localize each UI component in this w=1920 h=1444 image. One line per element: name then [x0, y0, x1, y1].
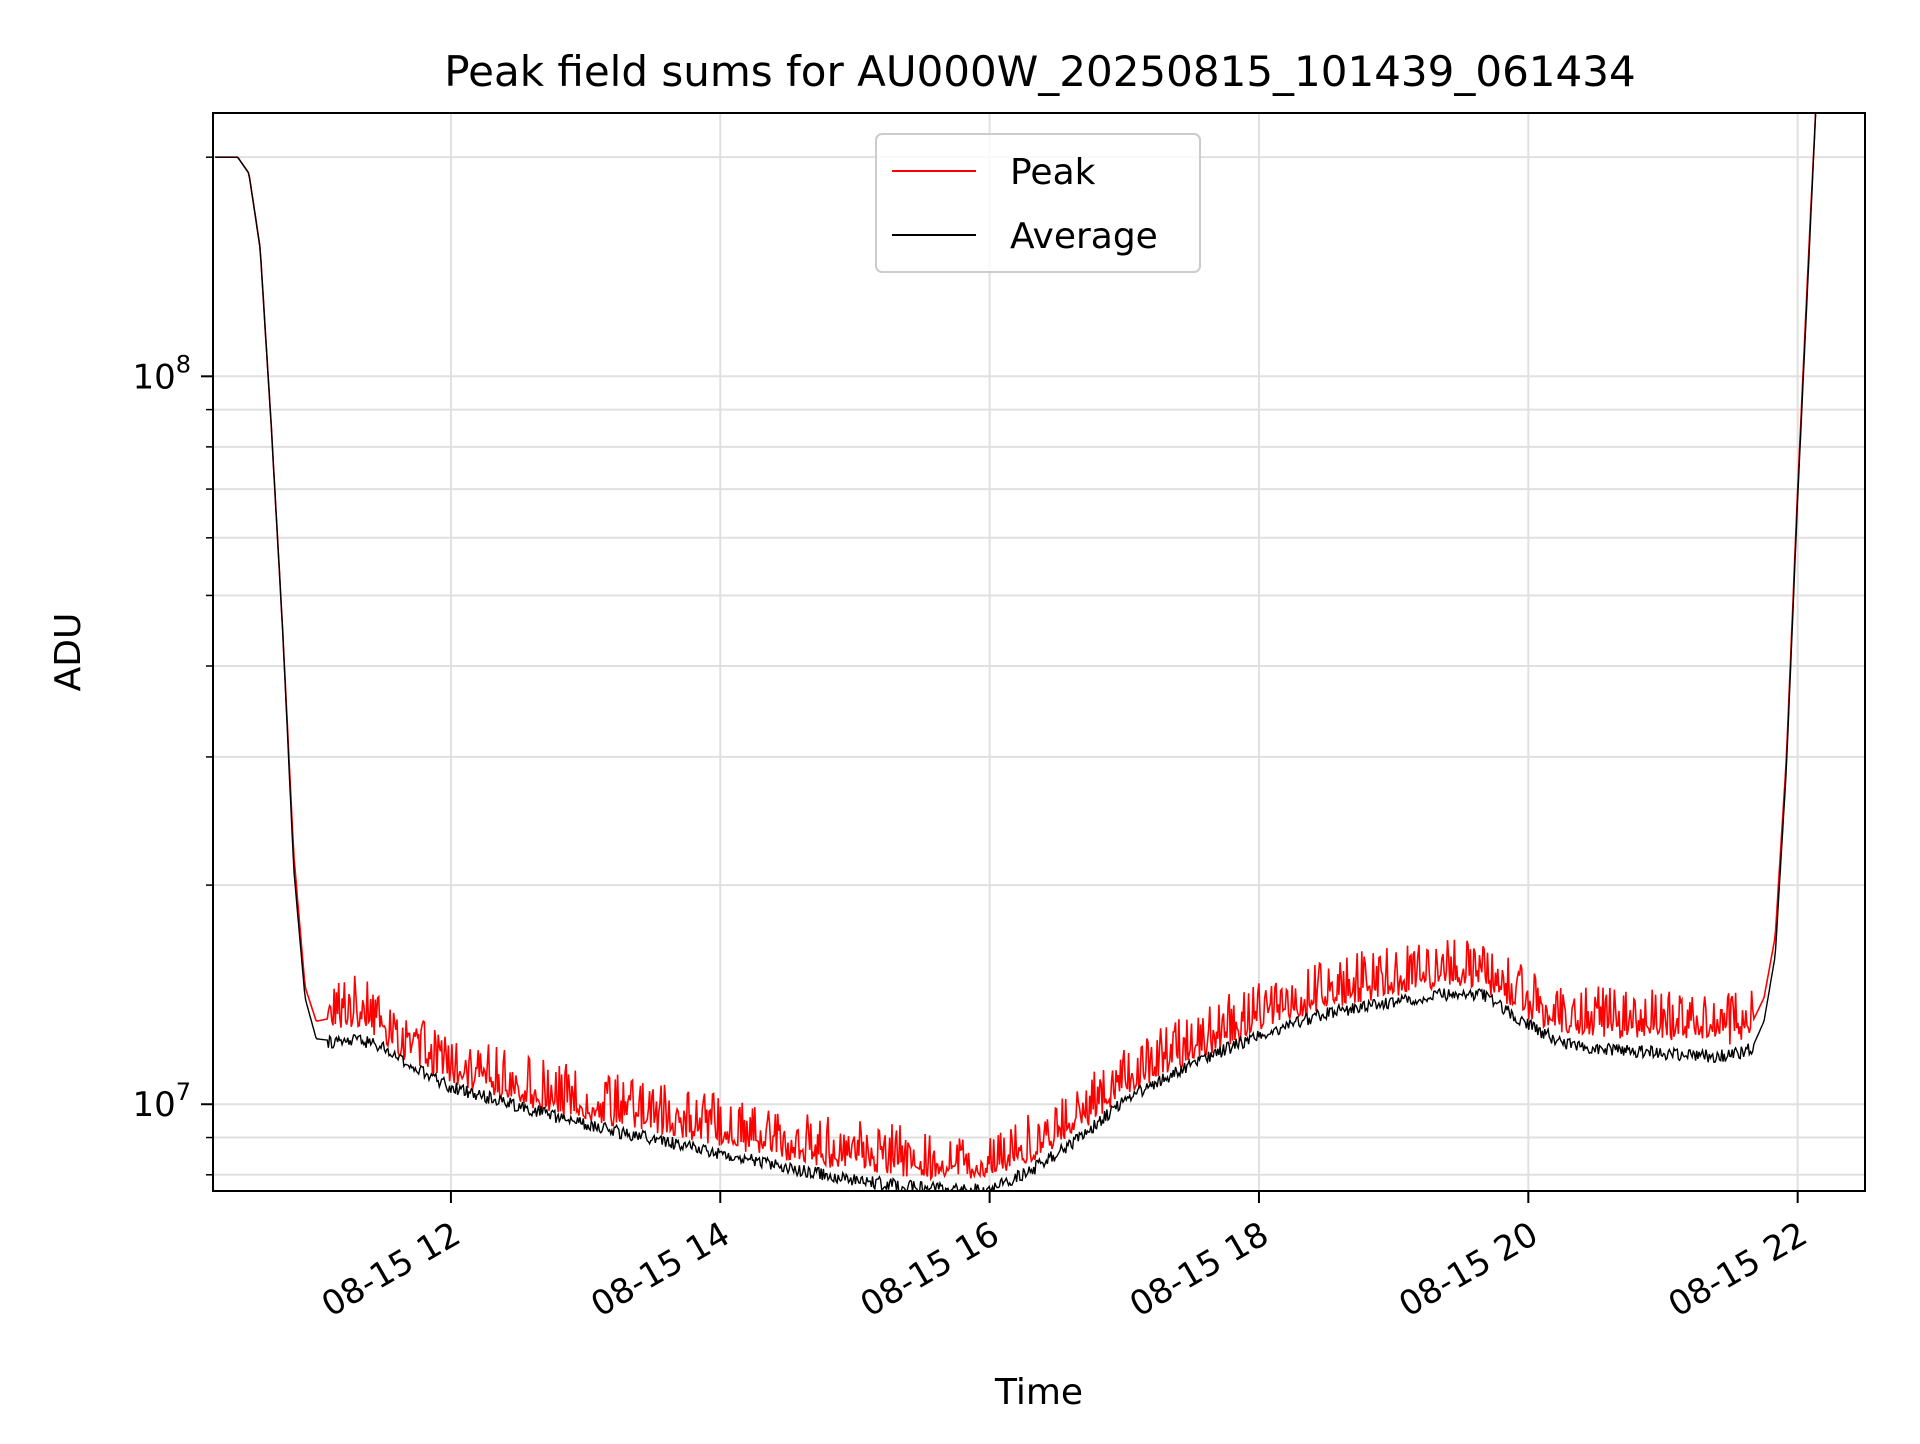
legend-label-average: Average — [1010, 216, 1158, 257]
legend: Peak Average — [875, 133, 1201, 273]
series-line-average — [215, 113, 1817, 1191]
y-tick-exponent: 8 — [176, 350, 191, 378]
y-axis-label: ADU — [48, 613, 89, 692]
y-tick-base: 10 — [132, 1085, 175, 1125]
series-layer — [215, 113, 1817, 1191]
legend-box — [875, 133, 1201, 273]
x-axis-label: Time — [994, 1372, 1083, 1413]
y-tick-label: 107 — [132, 1078, 191, 1125]
series-line-peak — [215, 113, 1817, 1182]
y-tick-exponent: 7 — [176, 1078, 191, 1106]
y-tick-base: 10 — [132, 357, 175, 397]
plot-frame — [212, 112, 1866, 1192]
y-tick-label: 108 — [132, 350, 191, 397]
chart-title: Peak field sums for AU000W_20250815_1014… — [444, 47, 1635, 96]
grid — [213, 113, 1865, 1191]
legend-label-peak: Peak — [1010, 152, 1096, 193]
